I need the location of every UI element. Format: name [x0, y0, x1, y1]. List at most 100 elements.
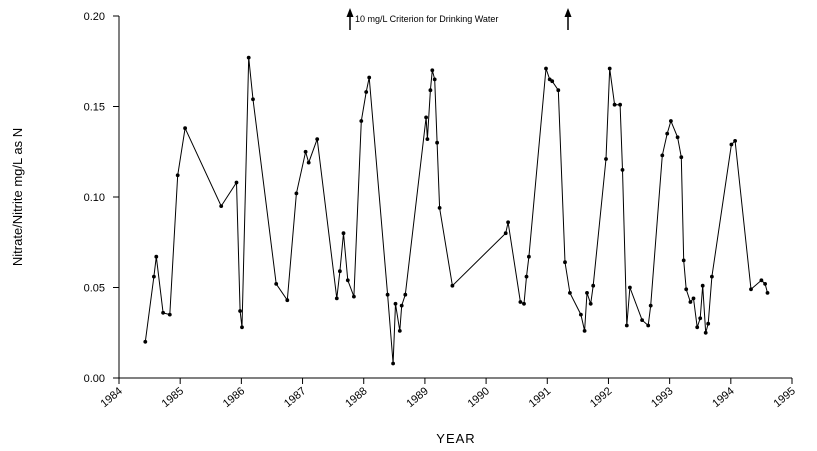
data-point	[285, 298, 290, 303]
data-point	[588, 301, 593, 306]
data-point	[506, 220, 510, 225]
data-point	[675, 135, 680, 140]
data-point	[161, 310, 166, 315]
data-point	[582, 329, 587, 333]
data-point	[628, 285, 632, 290]
x-tick-label: 1992	[588, 385, 614, 410]
data-point	[620, 168, 625, 172]
data-point	[681, 258, 686, 263]
data-point	[306, 160, 311, 165]
data-point	[527, 254, 531, 259]
data-point	[765, 291, 770, 295]
data-point	[618, 102, 622, 107]
up-arrow-icon	[346, 8, 354, 30]
data-point	[352, 294, 356, 299]
data-point	[183, 126, 188, 131]
data-point	[563, 260, 567, 265]
data-point	[359, 119, 364, 123]
data-point	[294, 191, 299, 196]
data-point	[710, 274, 714, 279]
data-point	[556, 88, 561, 93]
data-point	[167, 312, 172, 317]
x-tick-label: 1991	[527, 385, 553, 410]
data-point	[251, 97, 255, 102]
x-tick-label: 1984	[98, 385, 124, 410]
x-tick-label: 1989	[404, 385, 430, 410]
data-point	[604, 157, 608, 161]
x-tick-label: 1993	[649, 385, 675, 410]
data-point	[274, 282, 279, 286]
data-point	[341, 231, 346, 236]
data-point	[234, 180, 239, 185]
data-point	[143, 339, 148, 344]
data-point	[522, 301, 526, 306]
data-point	[669, 119, 673, 123]
data-point	[152, 274, 156, 279]
y-tick-label: 0.05	[84, 283, 105, 295]
data-point	[385, 292, 390, 297]
y-tick-label: 0.00	[84, 373, 105, 385]
data-point	[703, 330, 708, 335]
data-point	[729, 142, 734, 147]
data-point	[367, 75, 372, 80]
data-point	[450, 283, 455, 288]
data-point	[154, 254, 159, 259]
data-point	[579, 312, 583, 317]
annotation-text: 10 mg/L Criterion for Drinking Water	[355, 14, 498, 24]
x-tick-label: 1985	[160, 385, 186, 410]
data-point	[679, 155, 684, 160]
x-tick-label: 1986	[221, 385, 247, 410]
data-point	[733, 139, 737, 143]
data-point	[524, 274, 529, 279]
data-point	[544, 66, 548, 71]
data-point	[665, 131, 670, 136]
data-point	[399, 303, 404, 308]
data-point	[550, 79, 555, 84]
x-axis: 1984 1985 1986 1987 1988 1989 1990 1991 1992 1993…	[98, 377, 798, 410]
data-point	[698, 316, 703, 321]
data-point	[503, 231, 508, 236]
y-axis-title: Nitrate/Nitrite mg/L as N	[10, 128, 25, 266]
data-point	[397, 329, 402, 333]
data-point	[303, 149, 308, 154]
data-point	[759, 278, 764, 283]
x-tick-label: 1988	[343, 385, 369, 410]
data-point	[424, 115, 428, 120]
series-line	[144, 57, 768, 364]
data-point	[334, 296, 339, 301]
data-point	[430, 68, 435, 73]
data-point	[175, 173, 180, 178]
y-axis: 0.00 0.05 0.10 0.15 0.20	[84, 11, 120, 385]
data-point	[763, 282, 767, 286]
data-point	[591, 283, 596, 288]
data-point	[688, 300, 693, 304]
x-tick-label: 1987	[282, 385, 308, 410]
data-point	[391, 361, 395, 366]
data-point	[568, 291, 572, 295]
data-point	[660, 153, 665, 158]
data-point	[706, 321, 711, 326]
data-point	[695, 325, 700, 330]
x-axis-title: YEAR	[436, 431, 475, 446]
x-tick-label: 1995	[771, 385, 797, 410]
data-point	[518, 300, 523, 304]
data-point	[749, 287, 753, 292]
data-point	[315, 137, 320, 142]
data-point	[403, 292, 408, 297]
data-point	[691, 296, 696, 301]
annotation: 10 mg/L Criterion for Drinking Water	[346, 8, 572, 30]
data-point	[246, 55, 251, 60]
data-point	[338, 269, 342, 274]
data-point	[219, 204, 224, 209]
data-point	[238, 309, 243, 313]
series-layer	[143, 55, 770, 366]
data-point	[585, 291, 589, 295]
data-point	[684, 287, 689, 292]
x-tick-label: 1990	[466, 385, 492, 410]
data-point	[624, 323, 629, 328]
data-point	[425, 137, 430, 142]
y-tick-label: 0.10	[84, 192, 105, 204]
data-point	[428, 88, 433, 93]
x-tick-label: 1994	[710, 385, 736, 410]
